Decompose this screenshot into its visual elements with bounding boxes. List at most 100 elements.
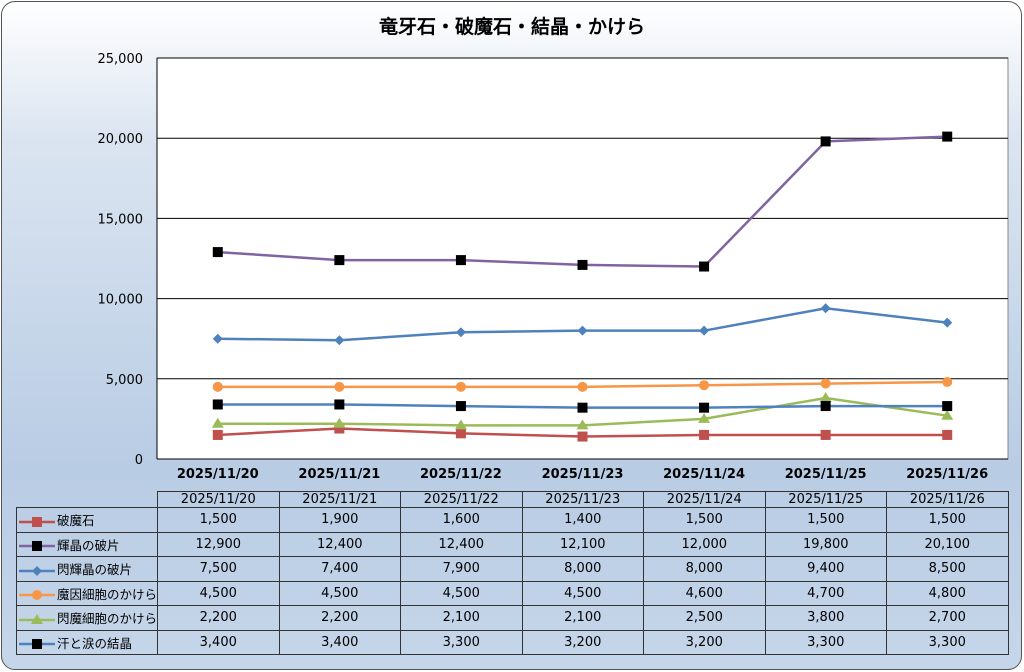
table-row: 閃魔細胞のかけら 2,200 2,200 2,100 2,100 2,500 3,800 2,… [15, 605, 1009, 631]
x-tick-label: 2025/11/20 [177, 467, 259, 482]
data-point [820, 378, 831, 389]
data-table: 2025/11/20 2025/11/21 2025/11/22 2025/11/23… [15, 491, 1009, 655]
table-row: 汗と涙の結晶 3,400 3,400 3,300 3,200 3,200 3,300 3,30… [15, 629, 1009, 655]
x-tick-label: 2025/11/25 [785, 467, 867, 482]
table-header: 2025/11/20 [157, 491, 280, 508]
data-point [577, 325, 588, 336]
table-cell: 12,400 [278, 531, 402, 557]
table-cell: 12,400 [400, 531, 523, 557]
table-cell: 2,100 [400, 605, 523, 631]
y-tick-label: 5,000 [106, 373, 143, 388]
legend-marker [32, 565, 42, 576]
table-cell: 1,500 [157, 507, 280, 533]
data-point [212, 399, 223, 410]
table-cell: 2,200 [278, 605, 402, 631]
data-point [211, 417, 224, 428]
y-tick-label: 25,000 [98, 52, 144, 67]
series-5 [212, 399, 953, 413]
chart-title: 竜牙石・破魔石・結晶・かけら [378, 16, 645, 38]
table-header: 2025/11/26 [886, 491, 1009, 508]
data-point [820, 136, 831, 147]
table-cell: 8,500 [886, 556, 1009, 582]
table-cell: 4,500 [521, 580, 645, 606]
data-point [942, 131, 953, 142]
legend-marker-icon [19, 541, 55, 552]
series-2 [212, 303, 953, 346]
data-point [577, 431, 588, 442]
legend-marker-icon [19, 590, 55, 601]
data-point [698, 412, 711, 423]
table-cell: 8,000 [643, 556, 766, 582]
data-point [454, 419, 467, 430]
table-header: 2025/11/21 [278, 491, 402, 508]
table-cell: 3,300 [886, 629, 1009, 655]
data-point [941, 409, 954, 420]
table-cell: 4,500 [278, 580, 402, 606]
series-name: 破魔石 [57, 513, 95, 529]
table-cell: 12,100 [521, 531, 645, 557]
table-cell: 3,400 [278, 629, 402, 655]
series-name: 閃輝晶の破片 [57, 562, 133, 578]
series-1 [212, 131, 953, 272]
legend-key: 汗と涙の結晶 [15, 629, 159, 655]
data-point [819, 392, 832, 403]
table-cell: 3,200 [643, 629, 766, 655]
table-cell: 2,700 [886, 605, 1009, 631]
data-point [334, 335, 345, 346]
table-cell: 20,100 [886, 531, 1009, 557]
data-point [577, 402, 588, 413]
series-name: 輝晶の破片 [57, 537, 120, 553]
series-name: 汗と涙の結晶 [57, 635, 133, 651]
data-point [699, 325, 710, 336]
legend-marker-icon [19, 613, 55, 624]
table-cell: 4,500 [157, 580, 280, 606]
legend-key: 閃輝晶の破片 [15, 556, 159, 582]
legend-key: 閃魔細胞のかけら [15, 605, 159, 631]
data-point [212, 381, 223, 392]
table-row: 魔因細胞のかけら 4,500 4,500 4,500 4,500 4,600 4,700 4,… [15, 580, 1009, 606]
table-cell: 3,800 [764, 605, 888, 631]
data-point [577, 259, 588, 270]
table-cell: 2,500 [643, 605, 766, 631]
table-cell: 3,400 [157, 629, 280, 655]
table-cell: 4,500 [400, 580, 523, 606]
data-point [820, 303, 831, 314]
table-cell: 7,500 [157, 556, 280, 582]
series-4 [211, 392, 954, 430]
data-point [699, 429, 710, 440]
data-point [576, 419, 589, 430]
table-header: 2025/11/25 [764, 491, 888, 508]
x-tick-label: 2025/11/23 [542, 467, 624, 482]
data-point [942, 317, 953, 328]
table-row: 閃輝晶の破片 7,500 7,400 7,900 8,000 8,000 9,400 8,50… [15, 556, 1009, 582]
table-cell: 7,400 [278, 556, 402, 582]
table-cell: 1,500 [764, 507, 888, 533]
y-tick-label: 20,000 [98, 132, 144, 147]
table-header: 2025/11/23 [521, 491, 645, 508]
legend-marker [32, 541, 42, 552]
data-point [699, 261, 710, 272]
table-cell: 4,700 [764, 580, 888, 606]
data-point [334, 381, 345, 392]
series-0 [212, 423, 953, 442]
y-tick-label: 0 [135, 453, 143, 468]
data-point [699, 380, 710, 391]
table-cell: 12,000 [643, 531, 766, 557]
legend-key: 魔因細胞のかけら [15, 580, 159, 606]
legend-marker-icon [19, 565, 55, 576]
table-cell: 1,500 [643, 507, 766, 533]
data-point [455, 428, 466, 439]
x-tick-label: 2025/11/24 [663, 467, 745, 482]
series-name: 魔因細胞のかけら [57, 586, 158, 602]
data-point [455, 401, 466, 412]
data-point [455, 327, 466, 338]
data-point [212, 247, 223, 258]
legend-key: 破魔石 [15, 507, 159, 533]
y-tick-label: 10,000 [98, 293, 144, 308]
table-cell: 3,300 [400, 629, 523, 655]
x-tick-label: 2025/11/21 [298, 467, 380, 482]
table-cell: 2,100 [521, 605, 645, 631]
data-point [212, 333, 223, 344]
table-cell: 1,400 [521, 507, 645, 533]
